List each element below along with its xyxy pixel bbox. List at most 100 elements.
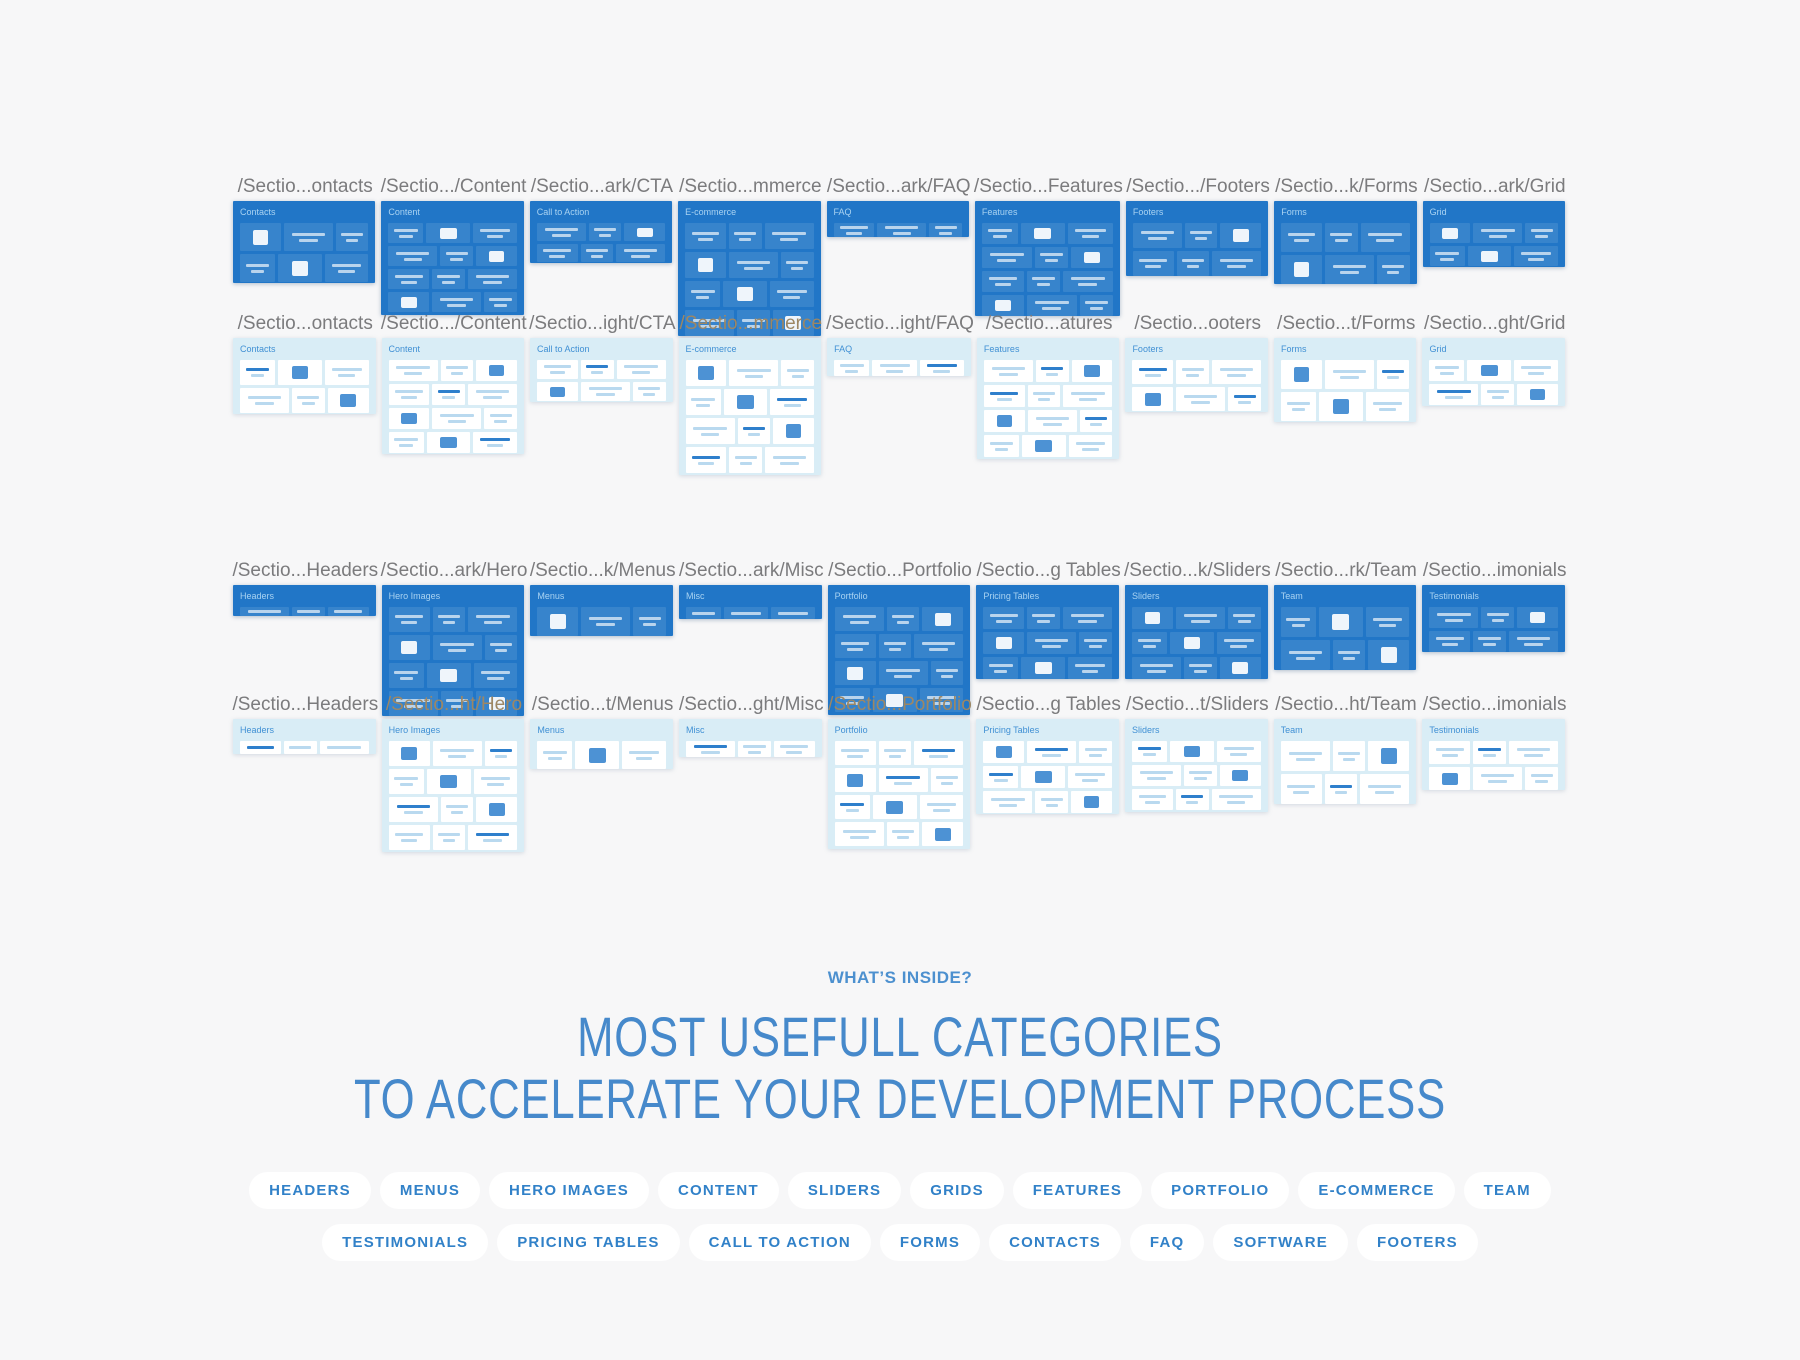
section-thumbnail-dark-features[interactable]: Features <box>974 201 1120 316</box>
section-thumbnail-dark-hero-images[interactable]: Hero Images <box>381 585 525 716</box>
thumbnail-tile <box>388 432 424 453</box>
tile-bar <box>1379 408 1396 411</box>
section-thumbnail-light-sliders[interactable]: Sliders <box>1125 719 1268 812</box>
section-thumbnail-light-e-commerce[interactable]: E-commerce <box>678 338 822 475</box>
section-thumbnail-light-footers[interactable]: Footers <box>1125 338 1268 412</box>
section-thumbnail-light-team[interactable]: Team <box>1273 719 1417 804</box>
tile-bar <box>991 366 1026 370</box>
category-pill-call-to-action[interactable]: CALL TO ACTION <box>688 1224 871 1261</box>
thumbnail-tile <box>1176 251 1210 276</box>
thumbnail-cell: /Sectio...Headers Headers <box>232 558 379 692</box>
thumbnail-tile <box>388 292 430 312</box>
category-pill-pricing-tables[interactable]: PRICING TABLES <box>497 1224 680 1261</box>
section-thumbnail-dark-forms[interactable]: Forms <box>1274 201 1417 284</box>
thumbnail-tile <box>1376 255 1410 284</box>
category-pill-faq[interactable]: FAQ <box>1129 1224 1205 1261</box>
section-thumbnail-dark-testimonials[interactable]: Testimonials <box>1422 585 1565 652</box>
tile-bar <box>437 833 461 836</box>
thumbnail-tile <box>769 281 814 307</box>
thumbnail-tile <box>484 292 517 312</box>
thumbnail-cell: /Sectio...g Tables Pricing Tables <box>975 692 1122 968</box>
section-thumbnail-dark-footers[interactable]: Footers <box>1125 201 1269 276</box>
section-thumbnail-dark-grid[interactable]: Grid <box>1422 201 1565 267</box>
tile-bar <box>1342 757 1356 761</box>
section-thumbnail-light-content[interactable]: Content <box>381 338 525 454</box>
thumbnail-tile <box>1318 392 1363 421</box>
thumbnail-cell: /Sectio...mmerce E-commerce <box>677 174 823 336</box>
section-thumbnail-light-contacts[interactable]: Contacts <box>233 338 376 414</box>
section-thumbnail-light-hero-images[interactable]: Hero Images <box>381 719 525 852</box>
section-thumbnail-dark-sliders[interactable]: Sliders <box>1124 585 1268 679</box>
tile-bar <box>1070 277 1105 280</box>
tile-bar <box>440 749 474 752</box>
thumbnail-tile <box>1131 607 1173 629</box>
category-pill-grids[interactable]: GRIDS <box>910 1172 1004 1209</box>
tile-bar <box>401 621 417 624</box>
tile-bar <box>696 403 710 407</box>
tile-shape <box>440 775 457 788</box>
tile-bar <box>631 254 650 258</box>
section-path-label: /Sectio...Portfolio <box>828 694 972 715</box>
section-thumbnail-dark-team[interactable]: Team <box>1273 585 1417 670</box>
section-path-label: /Sectio...ark/Hero <box>380 560 528 581</box>
category-pill-testimonials[interactable]: TESTIMONIALS <box>322 1224 489 1261</box>
section-thumbnail-dark-faq[interactable]: FAQ <box>826 201 969 237</box>
section-thumbnail-light-forms[interactable]: Forms <box>1273 338 1417 422</box>
thumbnail-tile <box>765 447 815 473</box>
thumbnail-tile <box>426 663 471 688</box>
category-pill-contacts[interactable]: CONTACTS <box>989 1224 1121 1261</box>
section-path-label: /Sectio...g Tables <box>976 560 1121 581</box>
category-pill-headers[interactable]: HEADERS <box>249 1172 371 1209</box>
section-thumbnail-dark-misc[interactable]: Misc <box>679 585 822 619</box>
thumbnail-tile <box>388 691 438 716</box>
category-pill-team[interactable]: TEAM <box>1463 1172 1551 1209</box>
section-thumbnail-dark-content[interactable]: Content <box>381 201 524 315</box>
category-pill-forms[interactable]: FORMS <box>879 1224 981 1261</box>
category-pill-portfolio[interactable]: PORTFOLIO <box>1151 1172 1290 1209</box>
category-pill-features[interactable]: FEATURES <box>1012 1172 1143 1209</box>
tile-bar <box>1189 663 1212 667</box>
thumbnail-tile <box>1176 387 1226 411</box>
section-thumbnail-dark-call-to-action[interactable]: Call to Action <box>529 201 673 263</box>
section-thumbnail-dark-menus[interactable]: Menus <box>530 585 674 636</box>
tile-bar <box>1382 265 1405 268</box>
section-thumbnail-light-misc[interactable]: Misc <box>679 719 822 757</box>
category-pill-footers[interactable]: FOOTERS <box>1356 1224 1478 1261</box>
thumbnail-tile <box>1216 741 1261 762</box>
section-thumbnail-dark-headers[interactable]: Headers <box>233 585 376 616</box>
tile-bar <box>1037 397 1051 401</box>
section-thumbnail-light-grid[interactable]: Grid <box>1422 338 1565 406</box>
section-thumbnail-light-pricing-tables[interactable]: Pricing Tables <box>976 719 1119 814</box>
section-thumbnail-dark-pricing-tables[interactable]: Pricing Tables <box>976 585 1119 679</box>
tile-bar <box>772 455 807 459</box>
category-pill-hero-images[interactable]: HERO IMAGES <box>489 1172 649 1209</box>
tile-bar <box>1139 259 1168 262</box>
tile-bar <box>1089 753 1102 757</box>
tile-bar <box>403 257 423 261</box>
section-path-label: /Sectio...imonials <box>1422 694 1567 715</box>
section-thumbnail-dark-portfolio[interactable]: Portfolio <box>827 585 971 715</box>
tile-bar <box>1481 228 1515 232</box>
category-pill-content[interactable]: CONTENT <box>657 1172 779 1209</box>
thumbnail-cell: /Sectio...Features Features <box>974 174 1123 316</box>
tile-shape <box>1442 227 1458 239</box>
section-thumbnail-light-features[interactable]: Features <box>976 338 1120 459</box>
thumbnail-title: Content <box>388 207 420 217</box>
tile-bar <box>401 396 417 399</box>
section-thumbnail-light-testimonials[interactable]: Testimonials <box>1422 719 1565 790</box>
category-pill-software[interactable]: SOFTWARE <box>1213 1224 1348 1261</box>
category-pill-menus[interactable]: MENUS <box>379 1172 481 1209</box>
category-pill-sliders[interactable]: SLIDERS <box>787 1172 902 1209</box>
category-pill-e-commerce[interactable]: E-COMMERCE <box>1298 1172 1455 1209</box>
section-thumbnail-light-menus[interactable]: Menus <box>530 719 673 769</box>
tile-bar <box>396 251 430 255</box>
section-thumbnail-dark-contacts[interactable]: Contacts <box>233 201 376 283</box>
section-thumbnail-light-faq[interactable]: FAQ <box>827 338 971 376</box>
section-thumbnail-dark-e-commerce[interactable]: E-commerce <box>678 201 821 336</box>
section-thumbnail-light-call-to-action[interactable]: Call to Action <box>530 338 673 402</box>
tile-shape <box>1084 365 1100 377</box>
tile-bar <box>401 280 417 284</box>
tile-bar <box>934 225 957 229</box>
section-thumbnail-light-portfolio[interactable]: Portfolio <box>827 719 971 849</box>
section-thumbnail-light-headers[interactable]: Headers <box>233 719 376 754</box>
